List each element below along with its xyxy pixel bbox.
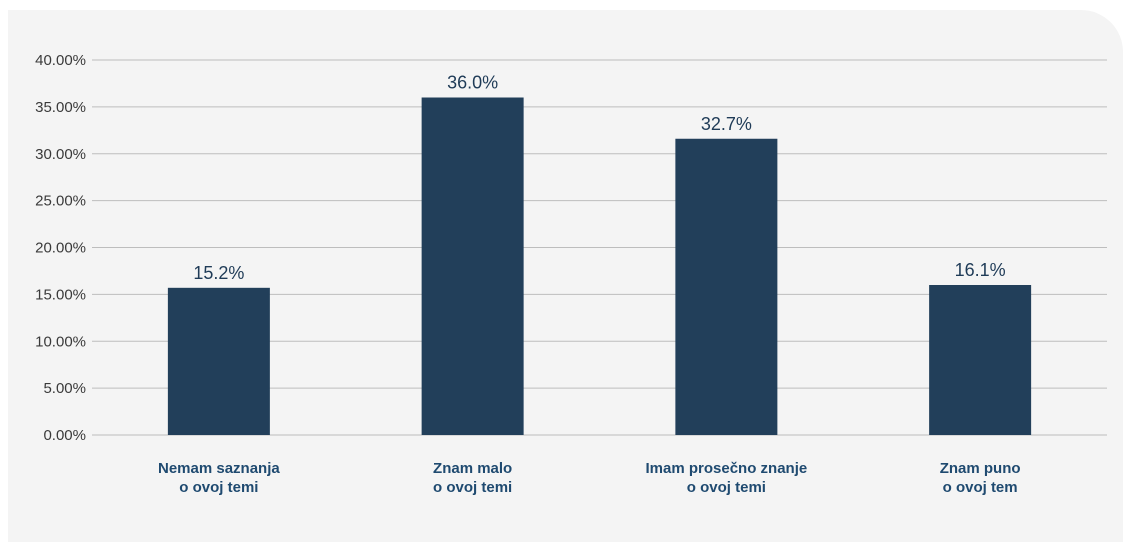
data-label: 15.2% — [193, 263, 244, 283]
x-tick-label: Nemam saznanja — [158, 460, 280, 477]
bar — [929, 285, 1032, 435]
x-tick-label: o ovoj temi — [179, 479, 258, 496]
y-tick-label: 25.00% — [35, 193, 86, 210]
data-label: 16.1% — [955, 260, 1006, 280]
bar — [675, 138, 778, 435]
y-tick-label: 40.00% — [35, 52, 86, 69]
chart-panel — [8, 10, 1123, 542]
x-tick-label: Znam malo — [433, 460, 512, 477]
y-tick-label: 20.00% — [35, 240, 86, 257]
x-tick-label: o ovoj tem — [943, 479, 1018, 496]
y-tick-label: 10.00% — [35, 333, 86, 350]
y-tick-label: 30.00% — [35, 146, 86, 163]
x-tick-label: Imam prosečno znanje — [646, 460, 808, 477]
bar — [421, 97, 524, 435]
data-label: 32.7% — [701, 114, 752, 134]
data-label: 36.0% — [447, 73, 498, 93]
x-tick-label: o ovoj temi — [687, 479, 766, 496]
x-tick-label: Znam puno — [940, 460, 1021, 477]
bar — [167, 287, 270, 435]
y-tick-label: 0.00% — [43, 427, 86, 444]
x-tick-label: o ovoj temi — [433, 479, 512, 496]
y-tick-label: 35.00% — [35, 99, 86, 116]
y-tick-label: 5.00% — [43, 380, 86, 397]
y-tick-label: 15.00% — [35, 286, 86, 303]
